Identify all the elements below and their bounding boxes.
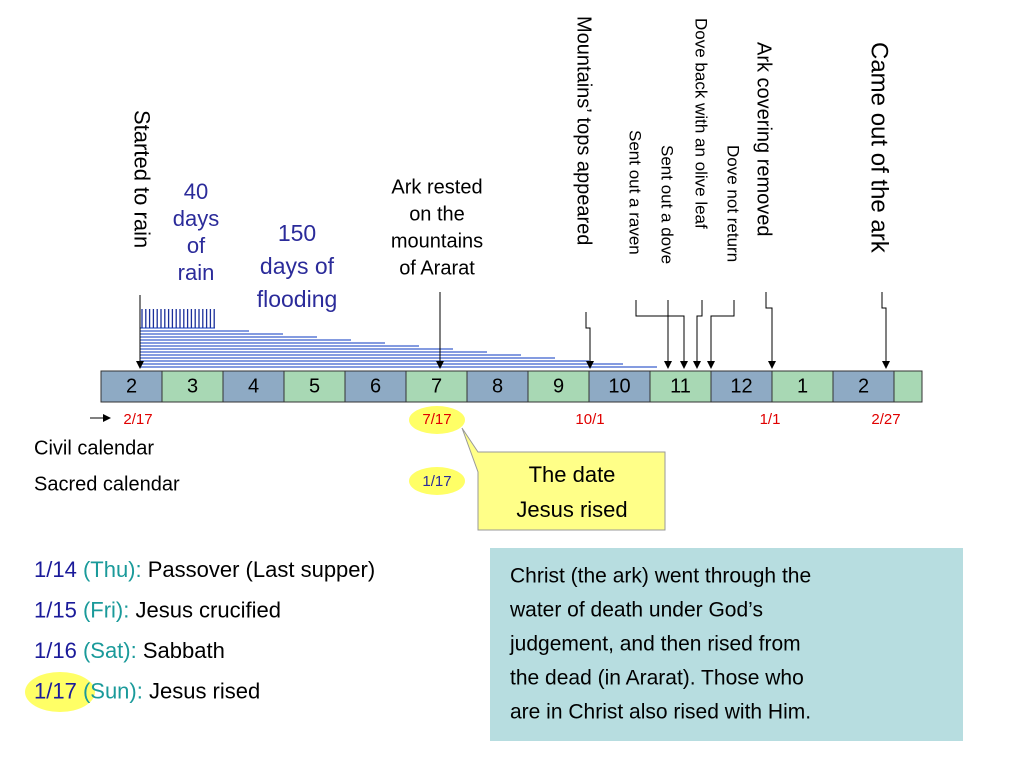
sacred-label: Sacred calendar bbox=[34, 473, 180, 495]
event-label: Ark covering removed bbox=[753, 42, 775, 237]
note-box bbox=[490, 548, 963, 741]
month-label: 5 bbox=[309, 375, 320, 397]
callout-box bbox=[461, 427, 666, 531]
text-line: Ark rested bbox=[391, 176, 482, 198]
event-arrow bbox=[765, 292, 776, 369]
list-day: (Sat): bbox=[77, 638, 137, 663]
list-text: Passover (Last supper) bbox=[142, 557, 376, 582]
list-date: 1/15 bbox=[34, 597, 77, 622]
month-cell bbox=[649, 370, 712, 403]
list-day: (Thu): bbox=[77, 557, 142, 582]
month-label: 6 bbox=[370, 375, 381, 397]
text-line: Jesus rised bbox=[516, 497, 627, 522]
list-item: 1/17 (Sun): Jesus rised bbox=[34, 678, 260, 703]
note-line: the dead (in Ararat). Those who bbox=[510, 667, 804, 690]
list-day: (Fri): bbox=[77, 597, 130, 622]
text-line: mountains bbox=[391, 230, 483, 252]
month-cell bbox=[893, 370, 923, 403]
date-label: 7/17 bbox=[422, 411, 451, 428]
list-item: 1/14 (Thu): Passover (Last supper) bbox=[34, 557, 375, 582]
note-line: water of death under God’s bbox=[509, 599, 763, 622]
month-cell bbox=[710, 370, 773, 403]
highlight bbox=[409, 467, 465, 495]
list-text: Jesus rised bbox=[143, 678, 260, 703]
month-label: 7 bbox=[431, 375, 442, 397]
list-item: 1/15 (Fri): Jesus crucified bbox=[34, 597, 281, 622]
event-label: Mountains’ tops appeared bbox=[573, 16, 595, 245]
month-label: 2 bbox=[126, 375, 137, 397]
date-label: 2/27 bbox=[871, 411, 900, 428]
text-line: of bbox=[187, 233, 206, 258]
month-cell bbox=[771, 370, 834, 403]
list-text: Jesus crucified bbox=[129, 597, 281, 622]
event-arrow bbox=[881, 292, 890, 369]
month-label: 4 bbox=[248, 375, 259, 397]
text-line: The date bbox=[529, 462, 616, 487]
text-line: rain bbox=[178, 260, 215, 285]
event-label: Started to rain bbox=[129, 110, 154, 248]
month-cell bbox=[222, 370, 285, 403]
month-label: 2 bbox=[858, 375, 869, 397]
date-label: 10/1 bbox=[575, 411, 604, 428]
month-label: 9 bbox=[553, 375, 564, 397]
text-line: days bbox=[173, 206, 219, 231]
month-label: 3 bbox=[187, 375, 198, 397]
month-cell bbox=[161, 370, 224, 403]
note-line: are in Christ also rised with Him. bbox=[510, 701, 811, 724]
text-line: 40 bbox=[184, 179, 208, 204]
month-cell bbox=[344, 370, 407, 403]
month-label: 1 bbox=[797, 375, 808, 397]
list-item: 1/16 (Sat): Sabbath bbox=[34, 638, 225, 663]
month-cell bbox=[283, 370, 346, 403]
month-cell bbox=[100, 370, 163, 403]
list-text: Sabbath bbox=[137, 638, 225, 663]
list-date: 1/17 bbox=[34, 678, 77, 703]
event-arrow bbox=[707, 300, 735, 369]
date-label: 1/1 bbox=[760, 411, 781, 428]
text-line: 150 bbox=[278, 220, 316, 246]
text-line: of Ararat bbox=[399, 257, 475, 279]
event-label: Dove back with an olive leaf bbox=[692, 18, 711, 229]
month-cell bbox=[588, 370, 651, 403]
event-arrow bbox=[667, 300, 688, 369]
civil-label: Civil calendar bbox=[34, 437, 154, 459]
event-arrow bbox=[693, 300, 703, 369]
month-cell bbox=[832, 370, 895, 403]
month-cell bbox=[466, 370, 529, 403]
month-label: 10 bbox=[608, 375, 630, 397]
event-label: Sent out a raven bbox=[626, 130, 645, 255]
event-label: Sent out a dove bbox=[658, 145, 677, 264]
event-label: Came out of the ark bbox=[865, 42, 892, 254]
month-label: 12 bbox=[730, 375, 752, 397]
month-cell bbox=[405, 370, 468, 403]
list-date: 1/16 bbox=[34, 638, 77, 663]
month-label: 11 bbox=[670, 375, 691, 397]
event-arrow bbox=[635, 300, 672, 369]
text-line: on the bbox=[409, 203, 465, 225]
month-label: 8 bbox=[492, 375, 503, 397]
note-line: judgement, and then rised from bbox=[509, 633, 801, 656]
text-line: days of bbox=[260, 253, 335, 279]
date-label: 2/17 bbox=[123, 411, 152, 428]
event-label: Dove not return bbox=[724, 145, 743, 262]
list-date: 1/14 bbox=[34, 557, 77, 582]
month-cell bbox=[527, 370, 590, 403]
event-arrow bbox=[585, 312, 594, 369]
list-day: (Sun): bbox=[77, 678, 143, 703]
text-line: flooding bbox=[257, 286, 338, 312]
sacred-date: 1/17 bbox=[422, 473, 451, 490]
highlight bbox=[409, 406, 465, 434]
note-line: Christ (the ark) went through the bbox=[510, 565, 811, 588]
highlight bbox=[25, 672, 95, 712]
